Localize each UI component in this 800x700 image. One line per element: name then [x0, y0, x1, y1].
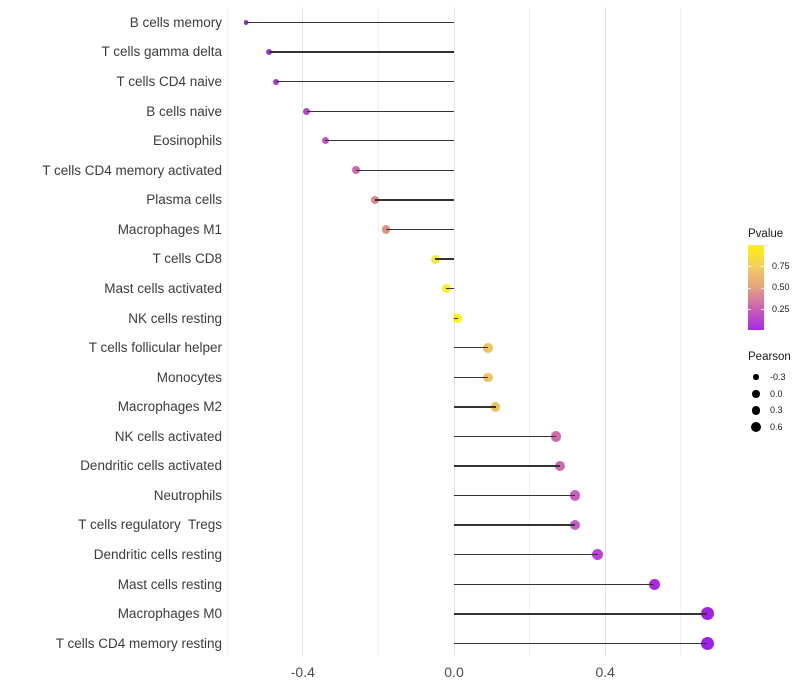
row-label: Dendritic cells activated [80, 458, 222, 474]
lollipop-stem [454, 524, 575, 526]
pvalue-tick-label: 0.75 [772, 260, 790, 271]
lollipop-stem [454, 435, 557, 438]
row-label: T cells follicular helper [88, 340, 222, 356]
row-label: NK cells resting [128, 310, 222, 326]
pearson-size-dot [751, 406, 761, 415]
legend-pearson-title: Pearson [748, 351, 791, 363]
pearson-size-label: 0.6 [770, 421, 783, 432]
row-label: Mast cells activated [104, 280, 222, 296]
pvalue-tickmark [748, 287, 751, 289]
lollipop-dot [550, 431, 562, 442]
row-label: Macrophages M2 [117, 399, 222, 415]
row-label: NK cells activated [114, 428, 222, 444]
lollipop-stem [454, 494, 575, 497]
row-label: Monocytes [156, 369, 222, 385]
lollipop-stem [454, 642, 708, 645]
row-label: Mast cells resting [117, 576, 222, 592]
row-label: Dendritic cells resting [93, 547, 222, 563]
gridline-minor [680, 7, 682, 657]
x-tick-label: 0.0 [444, 664, 464, 680]
lollipop-stem [306, 110, 454, 112]
lollipop-stem [454, 406, 496, 408]
row-label: Plasma cells [146, 192, 222, 208]
lollipop-stem [385, 228, 454, 231]
x-tick-label: -0.4 [290, 664, 315, 680]
pearson-size-dot [751, 422, 761, 432]
gridline-major [302, 7, 304, 657]
lollipop-dot [441, 284, 452, 294]
row-label: Macrophages M0 [117, 606, 222, 622]
pearson-size-label: 0.3 [770, 405, 783, 415]
pvalue-tickmark [748, 309, 751, 310]
lollipop-stem [246, 21, 454, 24]
pvalue-tickmark [748, 266, 751, 267]
row-label: T cells CD8 [152, 251, 222, 267]
lollipop-dot [483, 372, 493, 383]
pearson-size-label: -0.3 [770, 371, 786, 382]
lollipop-stem [454, 347, 489, 349]
lollipop-dot [569, 490, 581, 501]
lollipop-dot [569, 519, 581, 531]
lollipop-stem [454, 465, 560, 467]
lollipop-stem [454, 376, 489, 379]
pearson-size-dot [752, 390, 760, 398]
pearson-size-dot [753, 374, 759, 380]
lollipop-stem [454, 583, 655, 586]
lollipop-dot [381, 225, 391, 234]
lollipop-stem [325, 140, 454, 142]
gridline-major [604, 7, 606, 657]
row-label: B cells memory [129, 14, 222, 30]
gridline-minor [377, 7, 379, 657]
lollipop-stem [454, 317, 458, 319]
gridline-major [453, 7, 455, 657]
lollipop-dot [700, 607, 714, 621]
lollipop-dot [592, 549, 604, 561]
lollipop-stem [435, 258, 454, 260]
row-label: T cells regulatory Tregs [78, 517, 222, 533]
lollipop-stem [446, 287, 454, 290]
lollipop-stem [355, 169, 454, 172]
row-label: B cells naive [146, 103, 222, 119]
pvalue-tickmark [761, 266, 764, 267]
row-label: Macrophages M1 [117, 221, 222, 237]
row-label: T cells CD4 memory activated [42, 162, 222, 178]
legend-pvalue-title: Pvalue [748, 228, 784, 240]
lollipop-stem [374, 199, 454, 201]
pvalue-tick-label: 0.50 [772, 282, 790, 292]
x-tick-label: 0.4 [595, 664, 615, 680]
lollipop-dot [483, 342, 493, 353]
row-label: Neutrophils [153, 487, 222, 503]
row-label: T cells CD4 memory resting [55, 635, 222, 651]
gridline-minor [529, 7, 531, 657]
pvalue-gradient-bar [748, 245, 764, 330]
pearson-size-label: 0.0 [770, 388, 783, 399]
pvalue-tick-label: 0.25 [772, 303, 790, 314]
lollipop-stem [268, 51, 454, 53]
lollipop-stem [454, 554, 598, 556]
row-label: Eosinophils [152, 133, 222, 149]
pvalue-tickmark [761, 287, 764, 289]
gridline-minor [226, 7, 228, 657]
lollipop-dot [453, 313, 463, 323]
lollipop-stem [276, 80, 454, 83]
lollipop-dot [243, 20, 249, 25]
pvalue-tickmark [761, 309, 764, 310]
lollipop-stem [454, 613, 708, 615]
row-label: T cells gamma delta [101, 44, 222, 60]
row-label: T cells CD4 naive [116, 73, 222, 89]
